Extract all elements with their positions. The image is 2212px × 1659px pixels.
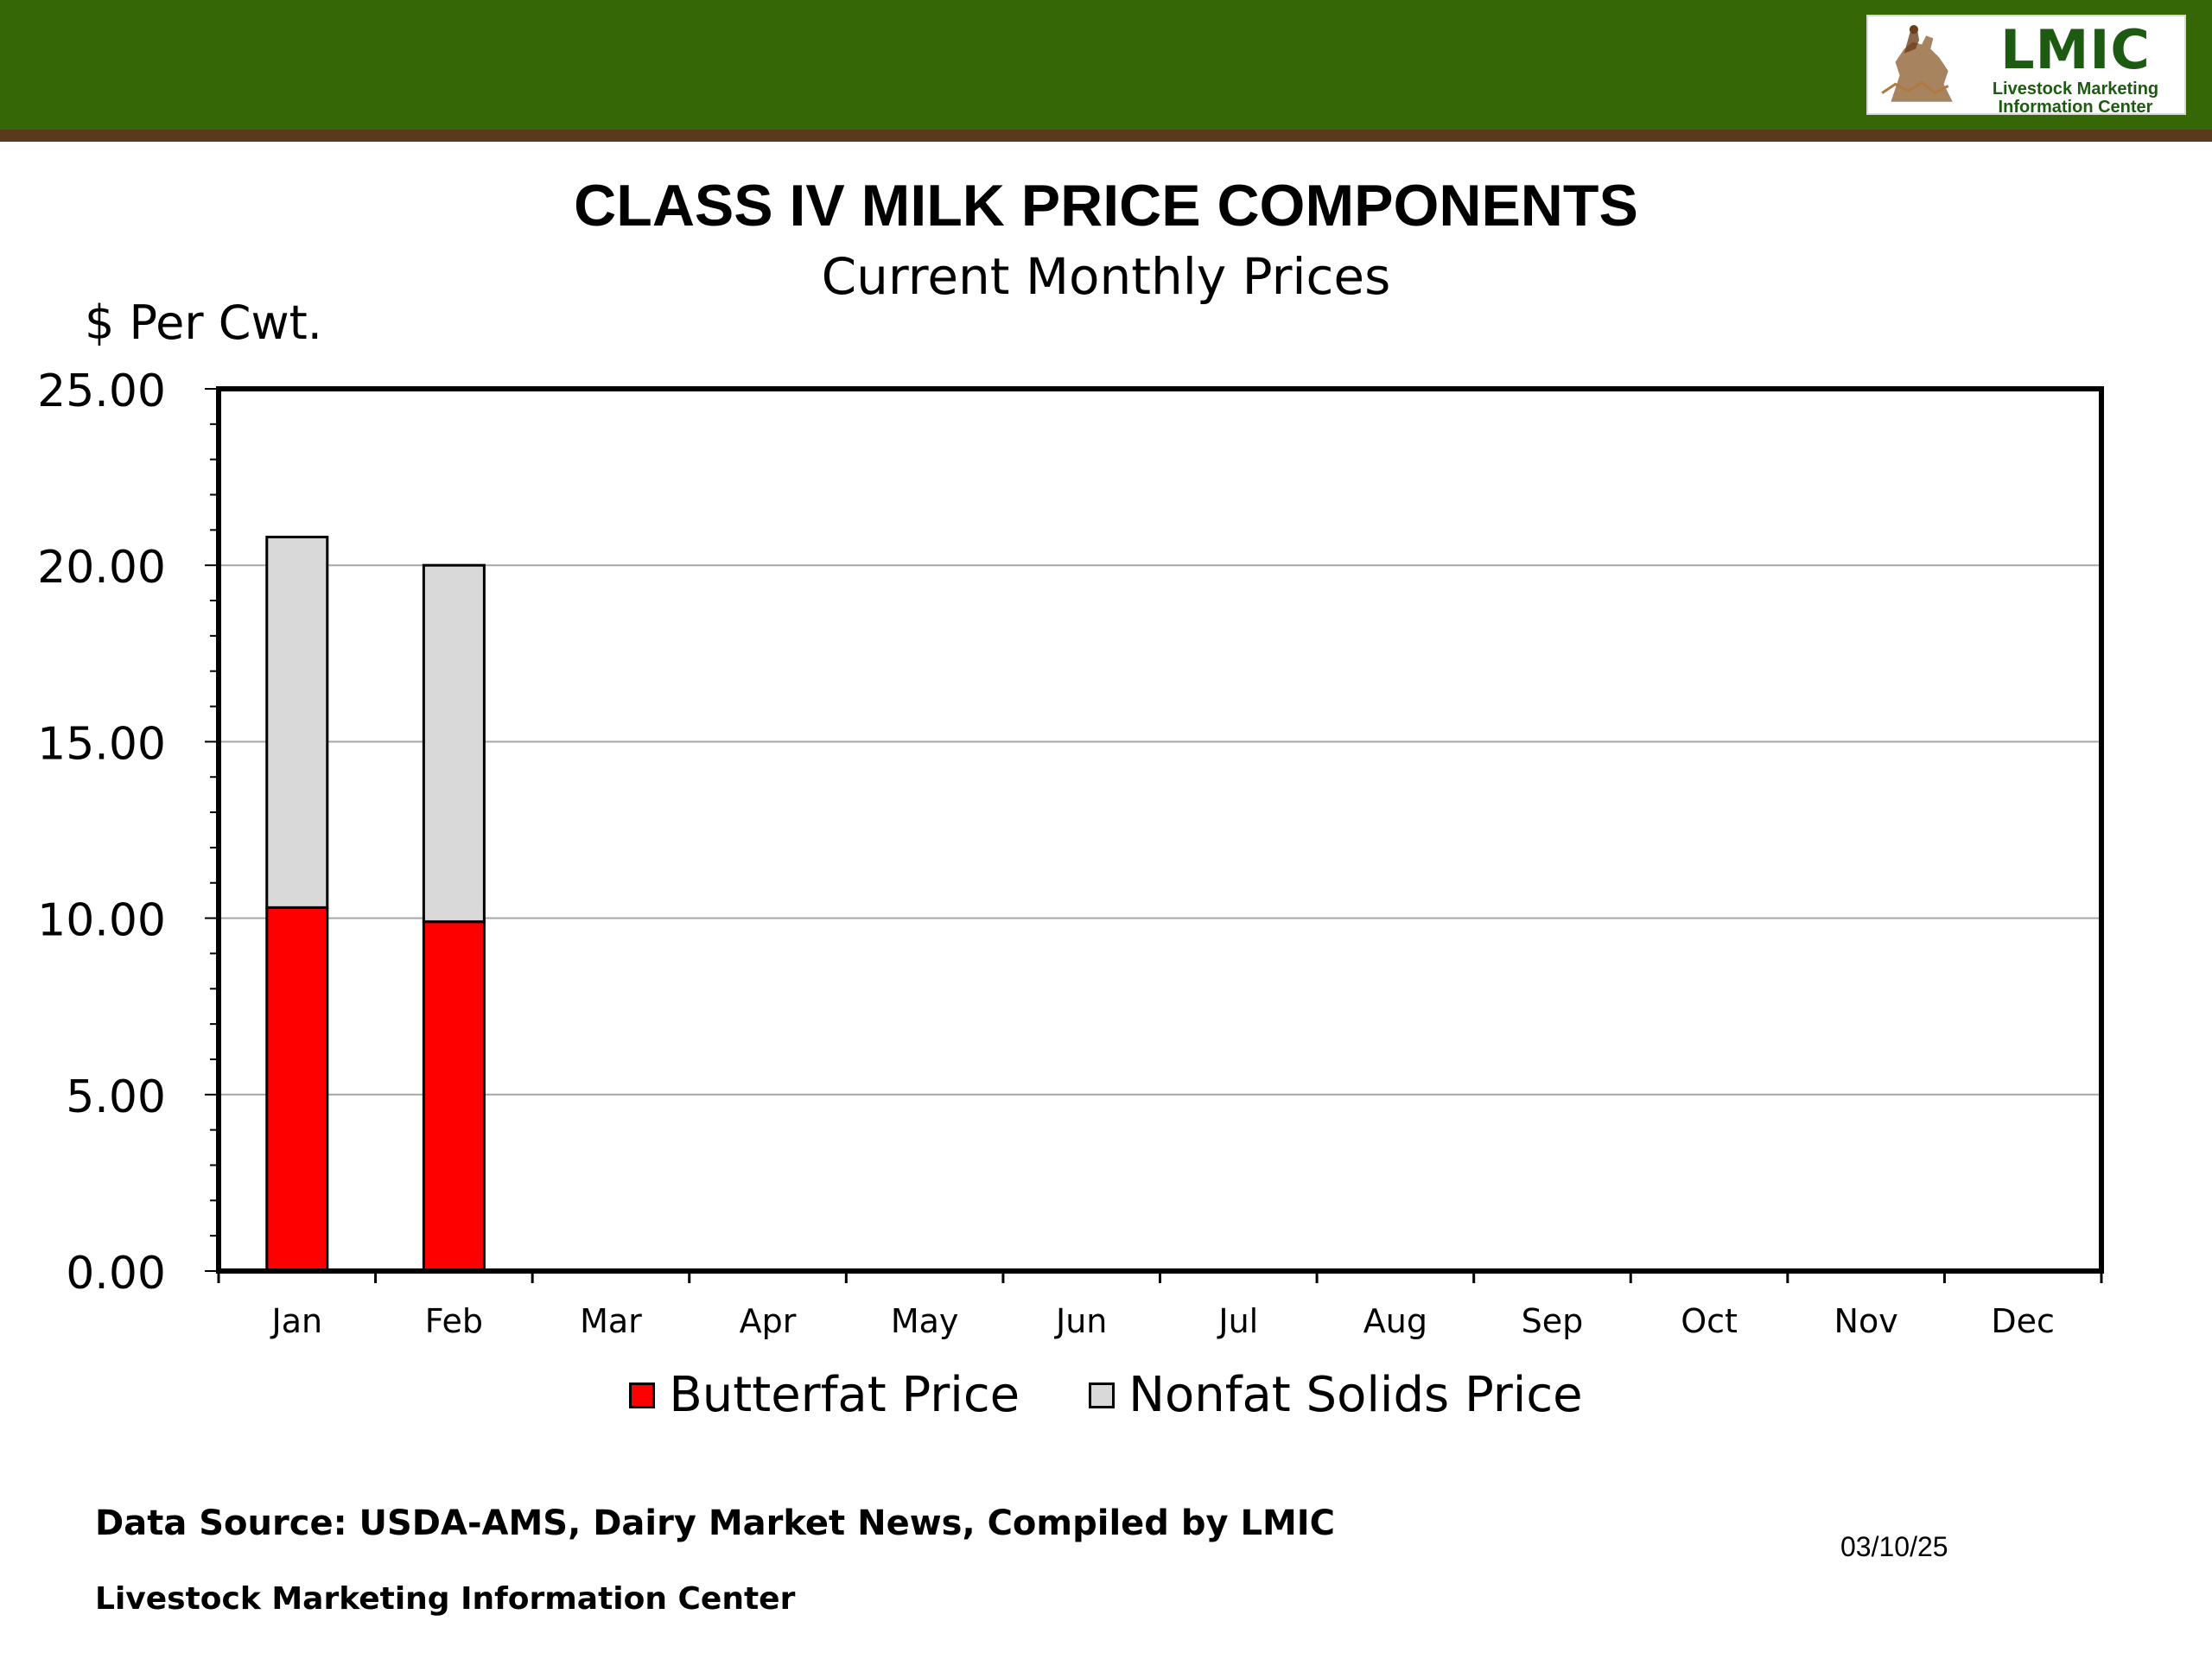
x-tick-label: Feb xyxy=(425,1302,483,1340)
legend-label-butterfat: Butterfat Price xyxy=(669,1367,1020,1423)
x-tick-label: Nov xyxy=(1834,1302,1898,1340)
y-tick-label: 15.00 xyxy=(37,718,166,770)
bar-nonfat-solids-feb xyxy=(422,563,486,924)
y-axis-label: $ Per Cwt. xyxy=(85,296,322,350)
bar-nonfat-solids-jan xyxy=(265,536,329,909)
stacked-bar-chart: 0.00 5.00 10.00 15.00 20.00 25.00 $ Per Cwt. Ja… xyxy=(37,296,2104,1340)
plot-area xyxy=(219,389,2101,1271)
x-tick-label: Oct xyxy=(1681,1302,1738,1340)
header-band xyxy=(0,0,2212,130)
y-tick-label: 0.00 xyxy=(66,1248,166,1300)
x-tick-label: Sep xyxy=(1522,1302,1584,1340)
bar-butterfat-jan xyxy=(265,906,329,1273)
chart-title: CLASS IV MILK PRICE COMPONENTS xyxy=(574,173,1638,238)
logo-subtitle-1: Livestock Marketing xyxy=(1992,79,2159,99)
x-tick-label: Jun xyxy=(1054,1302,1107,1340)
chart-subtitle: Current Monthly Prices xyxy=(821,247,1391,306)
x-tick-label: Jan xyxy=(270,1302,323,1340)
header-rule xyxy=(0,130,2212,142)
legend-swatch-butterfat xyxy=(629,1382,656,1408)
x-tick-label: Jul xyxy=(1217,1302,1258,1340)
data-source-note: Data Source: USDA-AMS, Dairy Market News… xyxy=(95,1503,1335,1543)
legend-label-nonfat-solids: Nonfat Solids Price xyxy=(1128,1367,1583,1423)
logo-subtitle-2: Information Center xyxy=(1998,98,2153,117)
x-tick-label: May xyxy=(891,1302,959,1340)
lmic-logo: LMIC Livestock Marketing Information Cen… xyxy=(1866,15,2186,117)
publish-date: 03/10/25 xyxy=(1840,1531,1948,1562)
plot-frame xyxy=(216,386,2104,1274)
x-tick-label: Apr xyxy=(740,1302,797,1340)
x-tick-label: Aug xyxy=(1363,1302,1427,1340)
legend-item-butterfat: Butterfat Price xyxy=(629,1365,1020,1426)
x-tick-label: Mar xyxy=(580,1302,642,1340)
chart-legend: Butterfat Price Nonfat Solids Price xyxy=(0,1361,2212,1430)
horse-rider-emblem-icon xyxy=(1881,25,1953,102)
y-tick-label: 10.00 xyxy=(37,895,166,947)
y-tick-label: 25.00 xyxy=(37,365,166,417)
y-tick-label: 5.00 xyxy=(66,1071,166,1123)
organization-name: Livestock Marketing Information Center xyxy=(95,1581,796,1617)
bar-butterfat-feb xyxy=(422,920,486,1273)
x-tick-label: Dec xyxy=(1991,1302,2055,1340)
y-tick-label: 20.00 xyxy=(37,542,166,594)
logo-title: LMIC xyxy=(2000,18,2151,81)
legend-item-nonfat-solids: Nonfat Solids Price xyxy=(1089,1365,1583,1426)
legend-swatch-nonfat-solids xyxy=(1089,1382,1116,1408)
